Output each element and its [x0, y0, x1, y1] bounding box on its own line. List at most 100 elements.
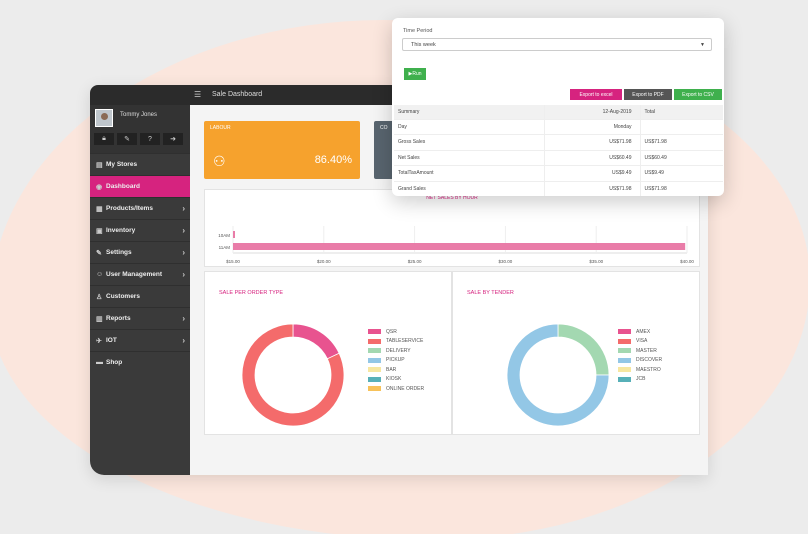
- table-cell: TotalTaxAmount: [394, 165, 544, 182]
- legend-swatch: [368, 329, 381, 335]
- sidebar-item-customers[interactable]: ♙ Customers: [90, 285, 190, 307]
- table-cell: US$9.49: [640, 165, 723, 182]
- sidebar-item-my-stores[interactable]: ▤ My Stores: [90, 153, 190, 175]
- order-type-donut: [241, 323, 345, 427]
- legend-swatch: [618, 376, 631, 382]
- table-row: Grand Sales US$71.98 US$71.98: [394, 181, 723, 196]
- table-cell: Grand Sales: [394, 181, 544, 196]
- sidebar-item-user-management[interactable]: ☺ User Management ›: [90, 263, 190, 285]
- tick-label: $40.00: [680, 259, 694, 264]
- legend-label: PICKUP: [386, 357, 405, 364]
- legend-swatch: [618, 329, 631, 335]
- legend-swatch: [368, 367, 381, 373]
- legend-item[interactable]: DISCOVER: [618, 356, 662, 366]
- legend-item[interactable]: MASTER: [618, 346, 662, 356]
- tick-label: $30.00: [499, 259, 513, 264]
- legend-item[interactable]: VISA: [618, 337, 662, 347]
- tick-label: $25.00: [408, 259, 422, 264]
- users-icon: ☺: [96, 271, 104, 278]
- sidebar-item-iot[interactable]: ✈ IOT ›: [90, 329, 190, 351]
- legend-label: BAR: [386, 366, 397, 373]
- table-cell: US$9.49: [543, 165, 641, 182]
- sidebar-item-settings[interactable]: ✎ Settings ›: [90, 241, 190, 263]
- logout-icon[interactable]: ➜: [163, 133, 183, 145]
- legend-swatch: [618, 348, 631, 354]
- sidebar-item-label: User Management: [106, 271, 162, 278]
- sidebar-item-label: Dashboard: [106, 183, 140, 190]
- menu-icon[interactable]: ☰: [194, 90, 202, 99]
- legend-item[interactable]: QSR: [368, 327, 424, 337]
- run-button[interactable]: ▶ Run: [404, 68, 426, 80]
- legend-item[interactable]: TABLESERVICE: [368, 337, 424, 347]
- sidebar-item-products-items[interactable]: ▦ Products/Items ›: [90, 197, 190, 219]
- sidebar-item-inventory[interactable]: ▣ Inventory ›: [90, 219, 190, 241]
- table-cell: Monday: [543, 119, 641, 135]
- people-icon: ⚇: [213, 153, 226, 169]
- tender-donut: [506, 323, 610, 427]
- legend-item[interactable]: MAESTRO: [618, 365, 662, 375]
- order-type-title: SALE PER ORDER TYPE: [219, 290, 284, 296]
- legend-item[interactable]: ONLINE ORDER: [368, 384, 424, 394]
- second-card-label: CO: [380, 125, 388, 131]
- table-row: TotalTaxAmount US$9.49 US$9.49: [394, 165, 723, 182]
- store-icon: ▤: [96, 161, 103, 169]
- tender-title: SALE BY TENDER: [467, 290, 514, 296]
- table-row: Day Monday: [394, 119, 723, 135]
- slice-tableservice: [241, 323, 345, 427]
- table-cell: Day: [394, 119, 544, 135]
- avatar[interactable]: [95, 109, 113, 127]
- sidebar: Tommy Jones 🔒︎ ✎ ? ➜ ▤ My Stores ◉ Dashboar…: [90, 105, 190, 475]
- legend-label: MASTER: [636, 347, 657, 354]
- chevron-right-icon: ›: [182, 314, 185, 323]
- time-period-value: This week: [411, 42, 436, 48]
- chevron-right-icon: ›: [182, 248, 185, 257]
- slice-qsr: [292, 323, 340, 360]
- page-title: Sale Dashboard: [212, 91, 263, 98]
- sidebar-item-label: Shop: [106, 359, 123, 366]
- sidebar-item-shop[interactable]: ▬ Shop: [90, 351, 190, 373]
- lock-icon[interactable]: 🔒︎: [94, 133, 114, 145]
- table-header-cell: Summary: [394, 105, 544, 120]
- hourly-chart-title: NET SALES BY HOUR: [426, 195, 478, 201]
- legend-swatch: [368, 348, 381, 354]
- reports-icon: ▥: [96, 315, 103, 323]
- legend-swatch: [368, 338, 381, 344]
- labour-card: LABOUR ⚇ 86.40%: [204, 121, 360, 179]
- table-cell: US$71.98: [543, 181, 641, 196]
- legend-label: TABLESERVICE: [386, 338, 424, 345]
- chevron-right-icon: ›: [182, 226, 185, 235]
- export-pdf-button[interactable]: Export to PDF: [624, 89, 672, 100]
- row-label: 11AM: [219, 245, 231, 250]
- labour-card-label: LABOUR: [210, 125, 231, 131]
- legend-label: MAESTRO: [636, 366, 661, 373]
- sidebar-item-label: Customers: [106, 293, 140, 300]
- edit-icon[interactable]: ✎: [117, 133, 137, 145]
- sidebar-item-label: Settings: [106, 249, 132, 256]
- tender-panel: SALE BY TENDER AMEX VISA MASTER DISCOVER MAE…: [452, 271, 700, 435]
- order-type-legend: QSR TABLESERVICE DELIVERY PICKUP BAR KIOSK ONL…: [368, 327, 424, 394]
- sidebar-item-reports[interactable]: ▥ Reports ›: [90, 307, 190, 329]
- export-excel-button[interactable]: Export to excel: [570, 89, 622, 100]
- sidebar-item-dashboard[interactable]: ◉ Dashboard: [90, 175, 190, 197]
- legend-label: KIOSK: [386, 376, 402, 383]
- legend-swatch: [618, 338, 631, 344]
- legend-swatch: [618, 367, 631, 373]
- user-name: Tommy Jones: [120, 112, 158, 118]
- legend-item[interactable]: JCB: [618, 375, 662, 385]
- slice-discover: [506, 323, 610, 427]
- help-icon[interactable]: ?: [140, 133, 160, 145]
- legend-swatch: [368, 376, 381, 382]
- legend-item[interactable]: KIOSK: [368, 375, 424, 385]
- chevron-down-icon: ▼: [700, 42, 705, 48]
- legend-item[interactable]: AMEX: [618, 327, 662, 337]
- legend-item[interactable]: PICKUP: [368, 356, 424, 366]
- time-period-select[interactable]: This week ▼: [402, 38, 712, 51]
- sidebar-nav: ▤ My Stores ◉ Dashboard ▦ Products/Items › ▣ Inv…: [90, 153, 190, 373]
- legend-item[interactable]: BAR: [368, 365, 424, 375]
- export-csv-button[interactable]: Export to CSV: [674, 89, 722, 100]
- table-cell: US$71.98: [640, 134, 723, 151]
- legend-item[interactable]: DELIVERY: [368, 346, 424, 356]
- chevron-right-icon: ›: [182, 336, 185, 345]
- settings-icon: ✎: [96, 249, 102, 257]
- summary-table: Summary 12-Aug-2019 Total Day Monday Gross Sa…: [394, 105, 723, 196]
